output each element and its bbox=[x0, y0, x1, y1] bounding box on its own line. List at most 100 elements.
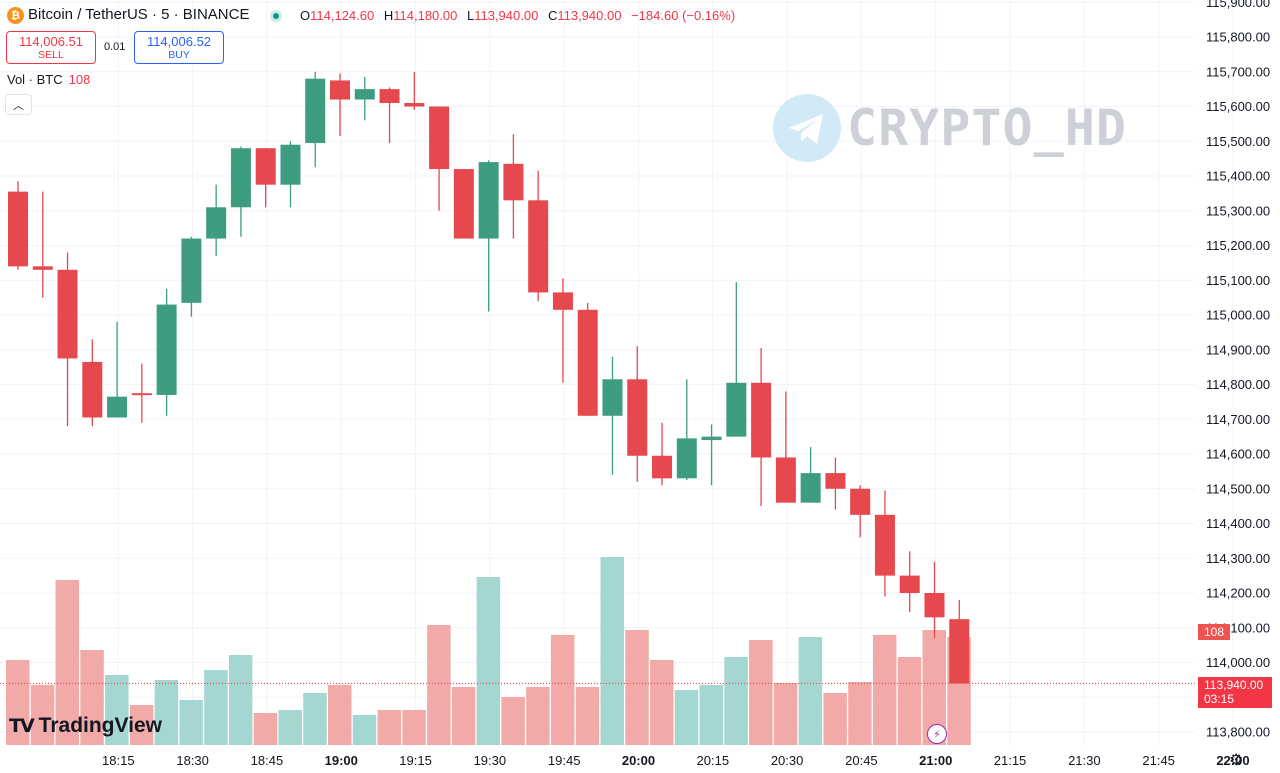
last-price-value: 113,940.00 bbox=[1204, 678, 1264, 692]
market-status-icon[interactable] bbox=[270, 10, 282, 22]
ohlc-legend: O114,124.60 H114,180.00 L113,940.00 C113… bbox=[300, 8, 741, 23]
candle-body bbox=[156, 304, 177, 395]
x-tick-label: 21:15 bbox=[994, 753, 1027, 768]
y-tick-label: 115,600.00 bbox=[1206, 99, 1270, 114]
last-price-label: 113,940.00 03:15 bbox=[1198, 677, 1272, 708]
y-tick-label: 115,300.00 bbox=[1206, 203, 1270, 218]
x-tick-label: 20:00 bbox=[622, 753, 655, 768]
y-tick-label: 115,800.00 bbox=[1206, 30, 1270, 45]
vertical-gridlines bbox=[117, 0, 1234, 745]
y-tick-label: 113,800.00 bbox=[1206, 725, 1270, 740]
sell-button[interactable]: 114,006.51 SELL bbox=[6, 31, 96, 64]
x-tick-label: 21:45 bbox=[1142, 753, 1175, 768]
volume-bar bbox=[6, 660, 30, 745]
candle-body bbox=[924, 593, 945, 618]
buy-price: 114,006.52 bbox=[146, 34, 212, 49]
candle-body bbox=[602, 379, 623, 416]
candle-body bbox=[850, 488, 871, 515]
volume-bar bbox=[897, 657, 922, 745]
volume-bar bbox=[129, 705, 154, 745]
y-tick-label: 114,000.00 bbox=[1206, 655, 1270, 670]
volume-bar bbox=[798, 637, 823, 745]
candle-body bbox=[354, 89, 375, 100]
volume-bar bbox=[872, 635, 897, 745]
ohlc-high-value: 114,180.00 bbox=[393, 8, 458, 23]
volume-bar bbox=[427, 625, 451, 745]
x-tick-label: 21:30 bbox=[1068, 753, 1101, 768]
telegram-icon bbox=[773, 94, 841, 162]
volume-bar bbox=[30, 685, 55, 745]
collapse-legend-button[interactable]: ︿ bbox=[5, 94, 32, 115]
candle-body bbox=[32, 266, 53, 270]
volume-bars bbox=[6, 557, 971, 745]
volume-bar bbox=[575, 687, 600, 745]
volume-bar bbox=[105, 675, 129, 745]
volume-bar bbox=[501, 697, 525, 745]
bitcoin-icon: ₿ bbox=[7, 7, 24, 24]
ohlc-open-value: 114,124.60 bbox=[310, 8, 375, 23]
x-tick-label: 19:00 bbox=[325, 753, 358, 768]
y-tick-label: 115,900.00 bbox=[1206, 0, 1270, 10]
watermark-text: CRYPTO_HD bbox=[847, 99, 1127, 157]
volume-legend-value: 108 bbox=[68, 72, 91, 87]
candle-body bbox=[379, 89, 400, 104]
y-tick-label: 114,500.00 bbox=[1206, 481, 1270, 496]
x-tick-label: 20:45 bbox=[845, 753, 878, 768]
volume-bar bbox=[55, 580, 80, 745]
buy-button[interactable]: 114,006.52 BUY bbox=[134, 31, 224, 64]
volume-bar bbox=[699, 685, 724, 745]
volume-bar bbox=[550, 635, 575, 745]
volume-bar bbox=[650, 660, 674, 745]
candle-body bbox=[503, 163, 524, 201]
ohlc-high-label: H bbox=[383, 8, 394, 23]
candle-body bbox=[82, 361, 103, 418]
volume-bar bbox=[402, 710, 426, 745]
volume-bar bbox=[352, 715, 377, 745]
last-volume-label: 108 bbox=[1198, 624, 1231, 640]
candle-body bbox=[404, 103, 425, 107]
lightning-icon[interactable]: ⚡ bbox=[927, 724, 947, 744]
ohlc-close-value: 113,940.00 bbox=[557, 8, 622, 23]
buy-label: BUY bbox=[168, 49, 190, 61]
chevron-up-icon: ︿ bbox=[13, 99, 24, 112]
candle-body bbox=[800, 473, 821, 503]
tradingview-logo[interactable]: TV TradingView bbox=[9, 714, 162, 738]
volume-bar bbox=[377, 710, 402, 745]
volume-bar bbox=[773, 683, 798, 745]
symbol-title[interactable]: Bitcoin / TetherUS · 5 · BINANCE bbox=[28, 6, 250, 23]
x-tick-label: 18:15 bbox=[102, 753, 135, 768]
candle-body bbox=[751, 382, 772, 458]
x-tick-label: 19:45 bbox=[548, 753, 581, 768]
volume-bar bbox=[303, 693, 327, 745]
volume-bar bbox=[823, 693, 847, 745]
time-axis[interactable]: 18:15 18:30 18:45 19:00 19:15 19:30 19:45 20:00… bbox=[102, 753, 1250, 768]
candle-body bbox=[676, 438, 697, 479]
tradingview-logo-text: TradingView bbox=[38, 714, 162, 737]
settings-gear-icon[interactable]: ⚙ bbox=[1229, 752, 1244, 769]
y-tick-label: 115,400.00 bbox=[1206, 169, 1270, 184]
candle-body bbox=[330, 80, 351, 100]
candle-body bbox=[726, 382, 747, 437]
candle-body bbox=[230, 148, 251, 208]
y-tick-label: 114,300.00 bbox=[1206, 551, 1270, 566]
volume-bar bbox=[848, 682, 872, 745]
candle-body bbox=[131, 393, 152, 396]
x-tick-label: 18:30 bbox=[176, 753, 209, 768]
volume-bar bbox=[228, 655, 253, 745]
candle-body bbox=[627, 379, 648, 456]
x-tick-label: 18:45 bbox=[251, 753, 284, 768]
x-tick-label: 20:30 bbox=[771, 753, 804, 768]
volume-legend[interactable]: Vol · BTC 108 bbox=[7, 72, 90, 87]
volume-bar bbox=[253, 713, 278, 745]
x-tick-label: 21:00 bbox=[919, 753, 952, 768]
y-tick-label: 114,800.00 bbox=[1206, 377, 1270, 392]
y-tick-label: 114,600.00 bbox=[1206, 447, 1270, 462]
volume-bar bbox=[278, 710, 302, 745]
candle-body bbox=[899, 575, 920, 593]
y-tick-label: 114,900.00 bbox=[1206, 342, 1270, 357]
volume-bar bbox=[476, 577, 501, 745]
watermark: CRYPTO_HD bbox=[773, 94, 1127, 162]
volume-bar bbox=[600, 557, 624, 745]
candles bbox=[8, 71, 970, 684]
